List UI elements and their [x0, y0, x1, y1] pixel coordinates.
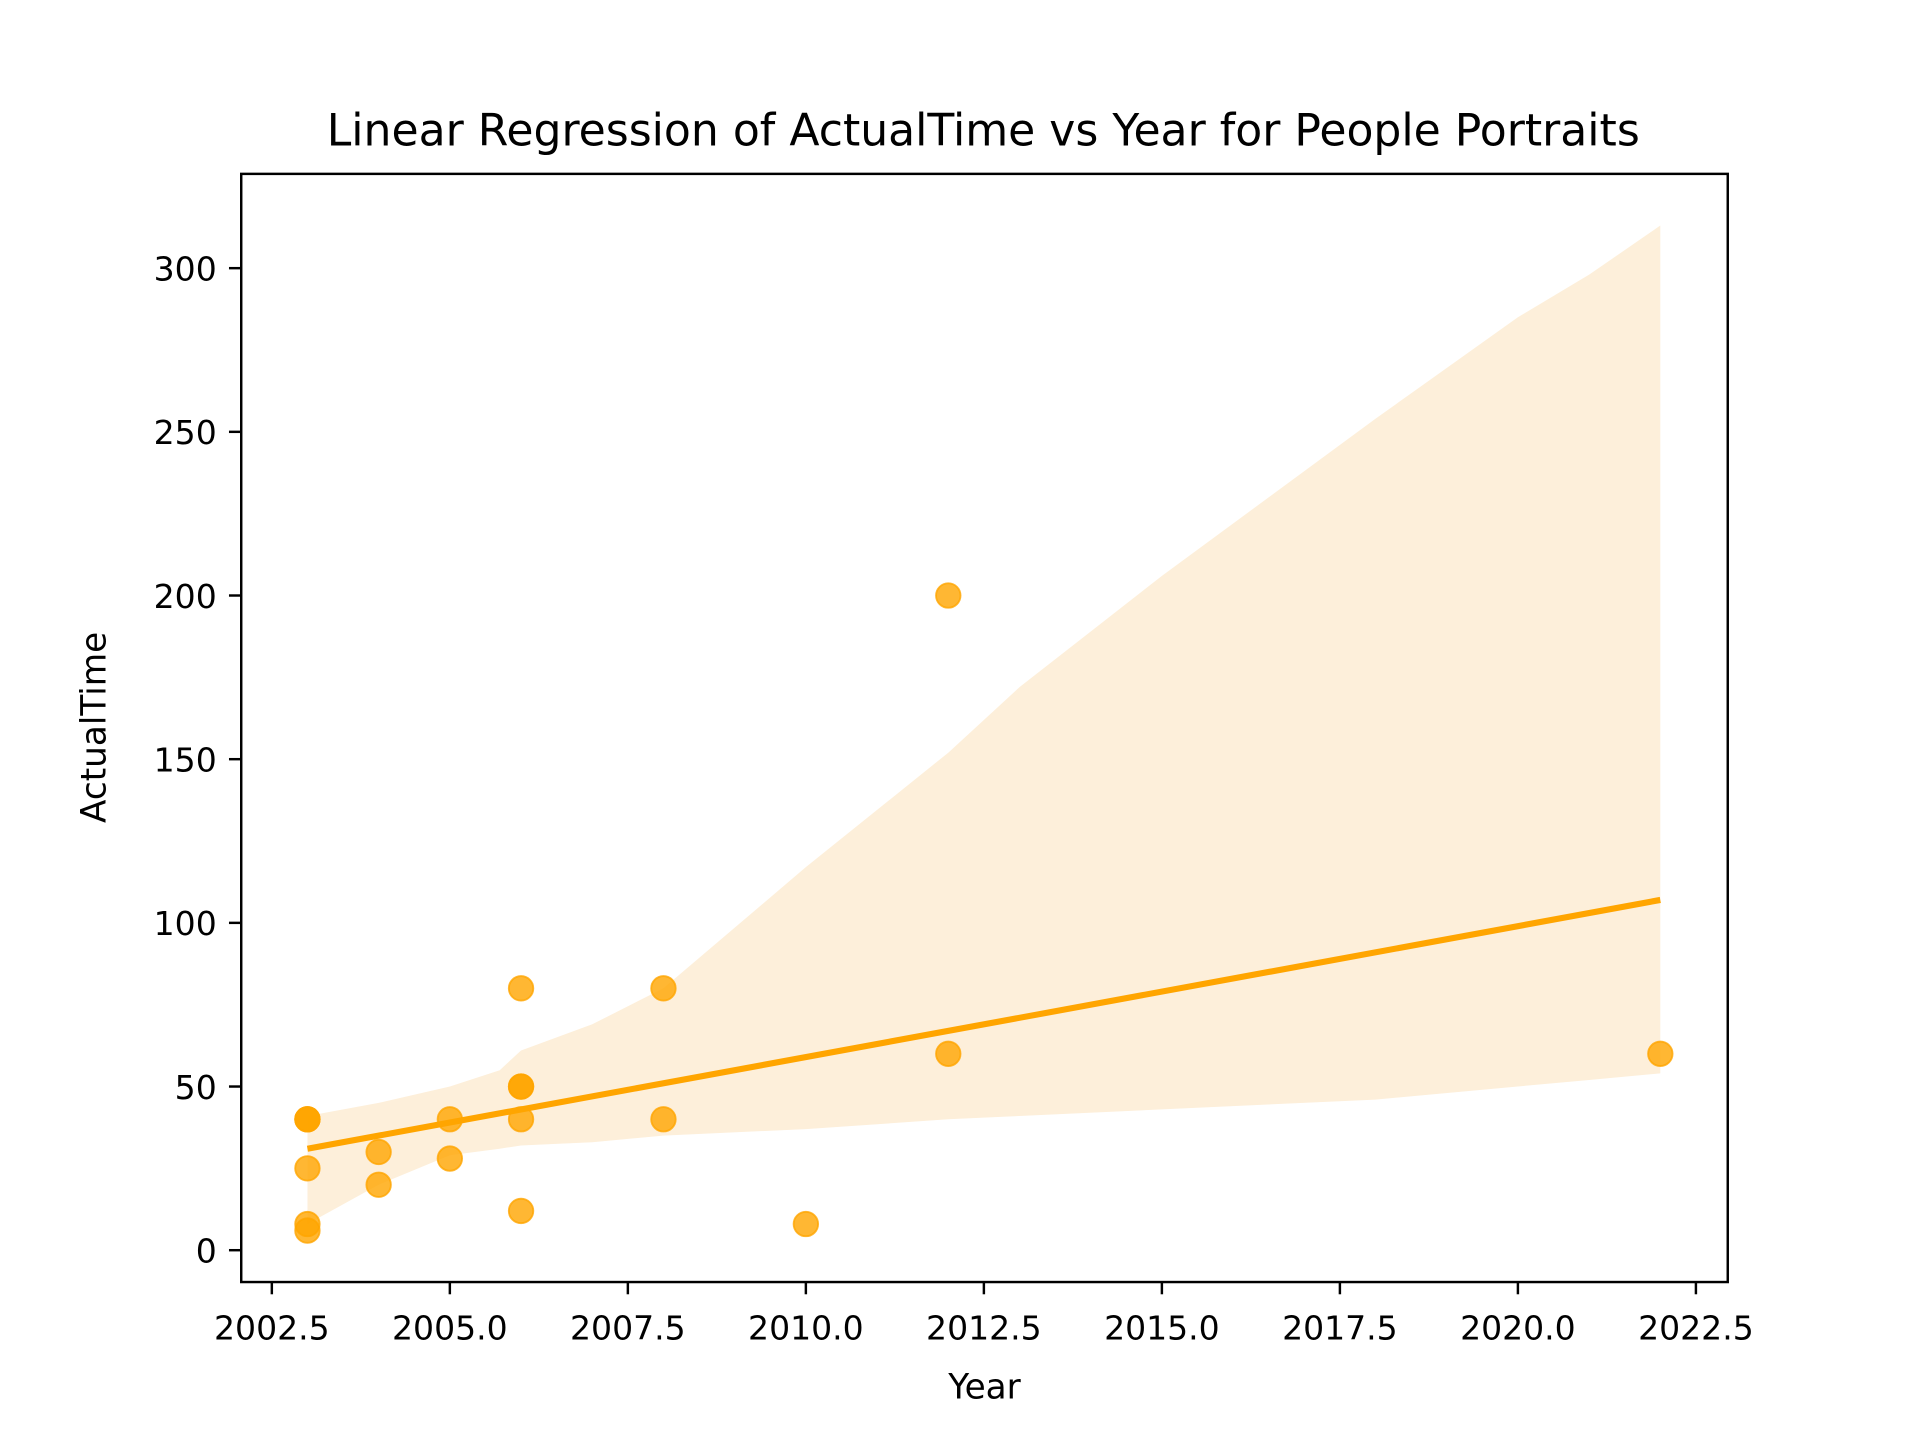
data-point: [650, 975, 677, 1002]
y-tick-label: 250: [154, 413, 217, 452]
scatter-points: [294, 582, 1674, 1244]
x-axis-label: Year: [947, 1367, 1021, 1407]
y-tick-label: 50: [175, 1068, 217, 1107]
plot-area: [294, 225, 1674, 1244]
data-point: [436, 1145, 464, 1172]
y-tick-label: 150: [154, 740, 217, 779]
x-tick-label: 2002.5: [214, 1309, 330, 1348]
y-axis-label: ActualTime: [74, 632, 114, 823]
y-tick-label: 300: [154, 249, 217, 288]
data-point: [294, 1106, 321, 1133]
data-point: [792, 1210, 820, 1238]
data-point: [294, 1217, 321, 1244]
x-tick-label: 2022.5: [1638, 1309, 1754, 1348]
data-point: [365, 1138, 392, 1166]
chart-title: Linear Regression of ActualTime vs Year …: [327, 106, 1640, 157]
data-point: [507, 1073, 535, 1100]
y-tick-label: 0: [196, 1231, 217, 1270]
data-point: [935, 582, 962, 609]
y-tick-label: 100: [154, 904, 217, 943]
data-point: [507, 1197, 535, 1225]
x-tick-label: 2010.0: [748, 1309, 864, 1348]
y-tick-label: 200: [154, 577, 217, 616]
x-tick-label: 2017.5: [1282, 1309, 1398, 1348]
confidence-band: [307, 225, 1661, 1224]
data-point: [935, 1040, 962, 1067]
regression-line: [306, 896, 1661, 1152]
x-axis-ticks: 2002.5 2005.0 2007.5 2010.0 2012.5 2015.0 2017…: [214, 1282, 1754, 1348]
data-point: [1647, 1040, 1674, 1067]
x-tick-label: 2005.0: [392, 1309, 508, 1348]
x-tick-label: 2015.0: [1104, 1309, 1220, 1348]
x-tick-label: 2007.5: [570, 1309, 686, 1348]
x-tick-label: 2020.0: [1460, 1309, 1576, 1348]
x-tick-label: 2012.5: [926, 1309, 1042, 1348]
data-point: [507, 975, 535, 1002]
y-axis-ticks: 0 50 100 150 200 250 300: [154, 249, 242, 1270]
data-point: [294, 1155, 321, 1182]
data-point: [365, 1171, 392, 1198]
data-point: [650, 1106, 677, 1133]
